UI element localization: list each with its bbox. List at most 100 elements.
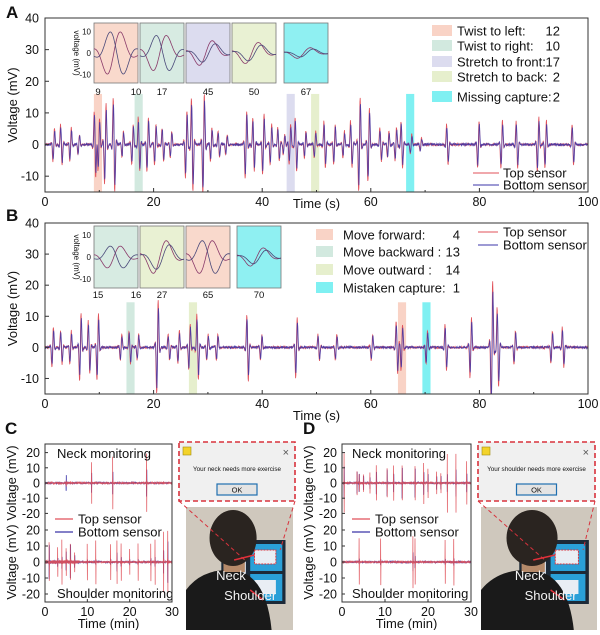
photo-label-shoulder: Shoulder [525, 588, 578, 603]
inset-frame [231, 22, 277, 84]
y-tick-label: -10 [319, 572, 337, 586]
ok-button[interactable] [515, 483, 558, 496]
legend-label: Twist to left: [457, 24, 526, 39]
y-tick-label: -10 [21, 372, 39, 386]
y-tick-label: 10 [25, 106, 39, 120]
arrow-neck [533, 554, 556, 561]
panel-label-a: A [6, 3, 18, 22]
legend-count: 17 [546, 55, 560, 70]
inset-frame [93, 22, 139, 84]
close-button[interactable]: × [283, 447, 289, 459]
y-tick-label: 30 [25, 248, 39, 262]
legend-label: Move forward: [343, 228, 425, 243]
neck-monitoring-title: Neck monitoring [352, 446, 446, 461]
y-tick-label: -20 [319, 588, 337, 602]
neck-monitoring-title: Neck monitoring [57, 446, 151, 461]
y-axis-label: Voltage (mV) [4, 445, 19, 520]
highlight-band [286, 93, 295, 192]
inset-panel: 67 [283, 22, 329, 98]
inset-x-label: 16 [131, 290, 142, 301]
alert-dialog-d: × Your shoulder needs more exercise OK [477, 441, 596, 561]
legend-label: Missing capture: [457, 90, 552, 105]
inset-bottom-sensor-line [231, 44, 277, 62]
head [506, 510, 558, 566]
app-icon [481, 446, 491, 456]
monitor-alert-top [554, 549, 579, 565]
inset-panel: 17 [139, 22, 185, 98]
legend-count: 14 [446, 263, 460, 278]
legend-patch [432, 40, 452, 51]
inset-frame [93, 225, 139, 289]
x-tick-label: 20 [421, 605, 435, 619]
inset-y-tick-label: 10 [82, 28, 91, 37]
y-tick-label: 10 [323, 461, 337, 475]
y-tick-label: -20 [22, 588, 40, 602]
inset-x-label: 17 [157, 87, 168, 98]
inset-frame [139, 225, 185, 289]
photo-label-shoulder: Shoulder [224, 588, 277, 603]
arrow-shoulder [550, 589, 565, 601]
legend-series-label: Top sensor [375, 512, 439, 527]
legend-patch [316, 229, 333, 240]
x-tick-label: 30 [464, 605, 478, 619]
legend-label: Move outward : [343, 263, 432, 278]
inset-x-label: 27 [157, 290, 168, 301]
inset-bottom-sensor-line [93, 31, 139, 75]
legend-count: 4 [453, 228, 460, 243]
ok-button-label: OK [531, 486, 542, 495]
y-tick-label: 20 [26, 524, 40, 538]
y-tick-label: 20 [323, 524, 337, 538]
inset-y-tick-label: 0 [87, 49, 92, 58]
panel-label-d: D [303, 419, 315, 438]
inset-top-sensor-line [185, 40, 231, 66]
x-tick-label: 0 [42, 397, 49, 411]
inset-y-tick-label: -10 [79, 70, 91, 79]
legend-series-label: Bottom sensor [503, 238, 587, 253]
highlight-band [126, 302, 135, 394]
highlight-band [93, 93, 103, 192]
y-tick-label: -10 [319, 492, 337, 506]
series-bottom-sensor-line [44, 100, 589, 188]
inset-top-sensor-line [237, 247, 282, 267]
inset-bottom-sensor-line [139, 35, 185, 72]
inset-panel: 70 [236, 225, 282, 301]
y-tick-label: -10 [21, 170, 39, 184]
legend-count: 12 [546, 24, 560, 39]
legend-series-label: Top sensor [503, 225, 567, 240]
x-tick-label: 20 [147, 397, 161, 411]
y-tick-label: 20 [323, 446, 337, 460]
inset-y-tick-label: 10 [82, 231, 91, 240]
legend-patch [432, 56, 452, 67]
legend-series-label: Bottom sensor [78, 525, 162, 540]
photo-user-at-monitor: Neck Shoulder [481, 507, 597, 630]
x-tick-label: 100 [578, 397, 599, 411]
close-button[interactable]: × [583, 447, 589, 459]
y-tick-label: 0 [33, 477, 40, 491]
legend-label: Stretch to back: [457, 70, 547, 85]
inset-top-sensor-line [232, 42, 277, 64]
monitor-alert-top [253, 549, 277, 565]
legend-series-label: Bottom sensor [503, 178, 587, 193]
y-tick-label: 40 [25, 217, 39, 231]
x-tick-label: 100 [578, 195, 599, 209]
inset-panel: 9 10 [93, 22, 141, 98]
x-tick-label: 20 [147, 195, 161, 209]
alert-dialog-c: ×Your neck needs more exercise OK [178, 441, 296, 561]
y-tick-label: -20 [22, 507, 40, 521]
x-tick-label: 80 [472, 397, 486, 411]
y-tick-label: 10 [26, 540, 40, 554]
ok-button[interactable] [216, 483, 258, 496]
x-tick-label: 30 [165, 605, 179, 619]
y-tick-label: 10 [26, 461, 40, 475]
inset-panel: 27 [139, 225, 185, 301]
ok-button-label: OK [232, 486, 243, 495]
zoom-connector [178, 500, 246, 561]
y-tick-label: 20 [25, 279, 39, 293]
inset-x-label: 67 [301, 87, 312, 98]
inset-y-axis-label: voltage (mV) [72, 30, 81, 76]
